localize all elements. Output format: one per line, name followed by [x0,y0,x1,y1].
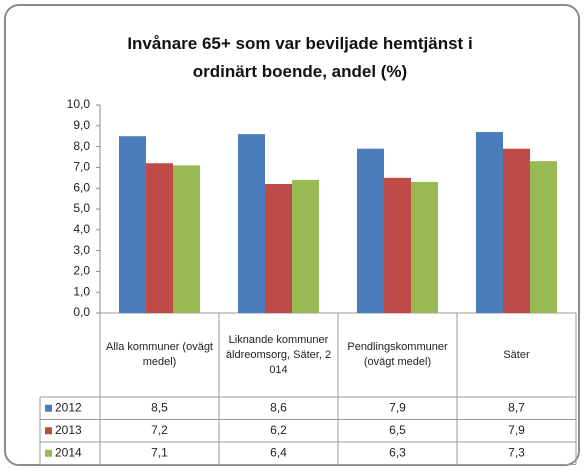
x-tick-label: Pendlingskommuner (ovägt medel) [347,341,448,368]
table-value: 8,7 [508,400,525,414]
y-tick-label: 5,0 [73,201,90,215]
y-tick-label: 9,0 [73,118,90,132]
x-tick-label: Säter [503,348,530,361]
y-tick-label: 1,0 [73,284,90,298]
table-value: 7,9 [389,400,406,414]
table-value: 7,1 [151,445,168,459]
y-tick-label: 10,0 [67,97,91,111]
category-box: Pendlingskommuner (ovägt medel) [347,341,448,368]
bar [411,181,438,313]
table-value: 6,4 [270,445,287,459]
title-box: Invånare 65+ som var beviljade hemtjänst… [127,34,473,81]
y-tick-label: 8,0 [73,139,90,153]
bar [530,161,557,313]
category-box: Alla kommuner (ovägt medel) [106,341,213,368]
y-tick-label: 0,0 [73,305,90,319]
legend-swatch [45,449,52,457]
bar [173,165,200,313]
category-box: Liknande kommuner äldreomsorg, Säter, 20… [225,333,332,376]
legend-label: 2013 [55,423,82,437]
y-tick-label: 7,0 [73,160,90,174]
legend-label: 2012 [55,400,82,414]
bar [476,132,503,313]
y-tick-label: 4,0 [73,222,90,236]
table-value: 8,5 [151,400,168,414]
table-value: 6,2 [270,423,287,437]
bar [503,148,530,313]
bar [384,177,411,313]
table-value: 6,3 [389,445,406,459]
bar [265,184,292,313]
table-value: 7,2 [151,423,168,437]
y-tick-label: 3,0 [73,243,90,257]
table-value: 7,3 [508,445,525,459]
legend-swatch [45,404,52,412]
table-value: 6,5 [389,423,406,437]
y-tick-label: 2,0 [73,264,90,278]
table-value: 7,9 [508,423,525,437]
legend-swatch [45,427,52,435]
category-box: Säter [503,348,530,361]
bar [357,148,384,313]
x-tick-label: Alla kommuner (ovägt medel) [106,341,213,368]
bar [146,163,173,313]
legend-label: 2014 [55,445,82,459]
x-tick-label: Liknande kommuner äldreomsorg, Säter, 20… [225,333,332,376]
chart-title: Invånare 65+ som var beviljade hemtjänst… [127,34,473,81]
bar [238,134,265,313]
bar [292,179,319,313]
y-tick-label: 6,0 [73,180,90,194]
bar [119,136,146,313]
table-value: 8,6 [270,400,287,414]
